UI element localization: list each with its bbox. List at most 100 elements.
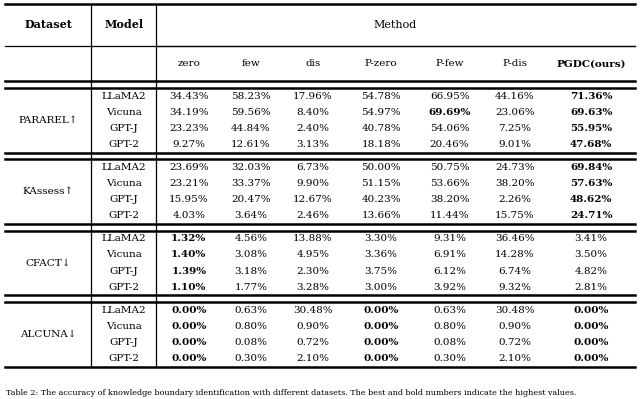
Text: 6.91%: 6.91% [433, 251, 466, 259]
Text: GPT-2: GPT-2 [108, 354, 139, 363]
Text: 0.00%: 0.00% [364, 322, 399, 331]
Text: Model: Model [104, 20, 143, 30]
Text: 50.75%: 50.75% [430, 163, 469, 172]
Text: Dataset: Dataset [24, 20, 72, 30]
Text: Vicuna: Vicuna [106, 179, 141, 188]
Text: 14.28%: 14.28% [495, 251, 534, 259]
Text: 54.78%: 54.78% [362, 92, 401, 101]
Text: PARAREL↑: PARAREL↑ [19, 116, 78, 125]
Text: PGDC(ours): PGDC(ours) [556, 59, 626, 68]
Text: 32.03%: 32.03% [231, 163, 271, 172]
Text: KAssess↑: KAssess↑ [22, 187, 74, 196]
Text: 54.06%: 54.06% [430, 124, 469, 133]
Text: 0.90%: 0.90% [499, 322, 531, 331]
Text: P-few: P-few [435, 59, 464, 68]
Text: 0.00%: 0.00% [171, 306, 207, 314]
Text: 0.72%: 0.72% [296, 338, 330, 347]
Text: 59.56%: 59.56% [231, 108, 271, 117]
Text: 6.12%: 6.12% [433, 267, 466, 276]
Text: 69.69%: 69.69% [428, 108, 471, 117]
Text: 69.84%: 69.84% [570, 163, 612, 172]
Text: GPT-2: GPT-2 [108, 283, 139, 292]
Text: 2.81%: 2.81% [575, 283, 607, 292]
Text: 15.95%: 15.95% [169, 195, 209, 204]
Text: 0.00%: 0.00% [573, 322, 609, 331]
Text: 40.23%: 40.23% [362, 195, 401, 204]
Text: 54.97%: 54.97% [362, 108, 401, 117]
Text: LLaMA2: LLaMA2 [101, 306, 146, 314]
Text: 12.61%: 12.61% [231, 140, 271, 149]
Text: 36.46%: 36.46% [495, 234, 534, 243]
Text: 55.95%: 55.95% [570, 124, 612, 133]
Text: 3.13%: 3.13% [296, 140, 330, 149]
Text: 13.88%: 13.88% [293, 234, 333, 243]
Text: 13.66%: 13.66% [362, 211, 401, 220]
Text: 0.30%: 0.30% [234, 354, 268, 363]
Text: 6.73%: 6.73% [296, 163, 330, 172]
Text: 0.00%: 0.00% [171, 322, 207, 331]
Text: 3.41%: 3.41% [575, 234, 607, 243]
Text: 47.68%: 47.68% [570, 140, 612, 149]
Text: 4.82%: 4.82% [575, 267, 607, 276]
Text: 3.75%: 3.75% [365, 267, 397, 276]
Text: GPT-J: GPT-J [109, 195, 138, 204]
Text: 3.50%: 3.50% [575, 251, 607, 259]
Text: 20.47%: 20.47% [231, 195, 271, 204]
Text: zero: zero [177, 59, 200, 68]
Text: 53.66%: 53.66% [430, 179, 469, 188]
Text: 0.80%: 0.80% [234, 322, 268, 331]
Text: 0.00%: 0.00% [364, 338, 399, 347]
Text: 50.00%: 50.00% [362, 163, 401, 172]
Text: 23.21%: 23.21% [169, 179, 209, 188]
Text: 17.96%: 17.96% [293, 92, 333, 101]
Text: 9.27%: 9.27% [172, 140, 205, 149]
Text: 3.30%: 3.30% [365, 234, 397, 243]
Text: 1.10%: 1.10% [171, 283, 207, 292]
Text: 0.80%: 0.80% [433, 322, 466, 331]
Text: 2.26%: 2.26% [499, 195, 531, 204]
Text: P-zero: P-zero [365, 59, 397, 68]
Text: 0.00%: 0.00% [364, 354, 399, 363]
Text: 18.18%: 18.18% [362, 140, 401, 149]
Text: 23.06%: 23.06% [495, 108, 534, 117]
Text: GPT-J: GPT-J [109, 267, 138, 276]
Text: Vicuna: Vicuna [106, 251, 141, 259]
Text: 9.90%: 9.90% [296, 179, 330, 188]
Text: 0.30%: 0.30% [433, 354, 466, 363]
Text: 4.03%: 4.03% [172, 211, 205, 220]
Text: 57.63%: 57.63% [570, 179, 612, 188]
Text: dis: dis [305, 59, 321, 68]
Text: 0.00%: 0.00% [364, 306, 399, 314]
Text: 0.00%: 0.00% [573, 338, 609, 347]
Text: 66.95%: 66.95% [430, 92, 469, 101]
Text: 0.00%: 0.00% [171, 354, 207, 363]
Text: 2.46%: 2.46% [296, 211, 330, 220]
Text: 69.63%: 69.63% [570, 108, 612, 117]
Text: 4.56%: 4.56% [234, 234, 268, 243]
Text: 3.00%: 3.00% [365, 283, 397, 292]
Text: 3.92%: 3.92% [433, 283, 466, 292]
Text: 24.73%: 24.73% [495, 163, 534, 172]
Text: GPT-2: GPT-2 [108, 140, 139, 149]
Text: GPT-2: GPT-2 [108, 211, 139, 220]
Text: Vicuna: Vicuna [106, 322, 141, 331]
Text: 0.08%: 0.08% [433, 338, 466, 347]
Text: 3.08%: 3.08% [234, 251, 268, 259]
Text: 0.00%: 0.00% [171, 338, 207, 347]
Text: LLaMA2: LLaMA2 [101, 163, 146, 172]
Text: 2.10%: 2.10% [499, 354, 531, 363]
Text: 7.25%: 7.25% [499, 124, 531, 133]
Text: ALCUNA↓: ALCUNA↓ [20, 330, 76, 339]
Text: 2.40%: 2.40% [296, 124, 330, 133]
Text: 9.32%: 9.32% [499, 283, 531, 292]
Text: 0.63%: 0.63% [234, 306, 268, 314]
Text: Vicuna: Vicuna [106, 108, 141, 117]
Text: 34.19%: 34.19% [169, 108, 209, 117]
Text: 23.69%: 23.69% [169, 163, 209, 172]
Text: 1.39%: 1.39% [172, 267, 206, 276]
Text: 0.08%: 0.08% [234, 338, 268, 347]
Text: 20.46%: 20.46% [430, 140, 469, 149]
Text: 9.31%: 9.31% [433, 234, 466, 243]
Text: 44.84%: 44.84% [231, 124, 271, 133]
Text: 51.15%: 51.15% [362, 179, 401, 188]
